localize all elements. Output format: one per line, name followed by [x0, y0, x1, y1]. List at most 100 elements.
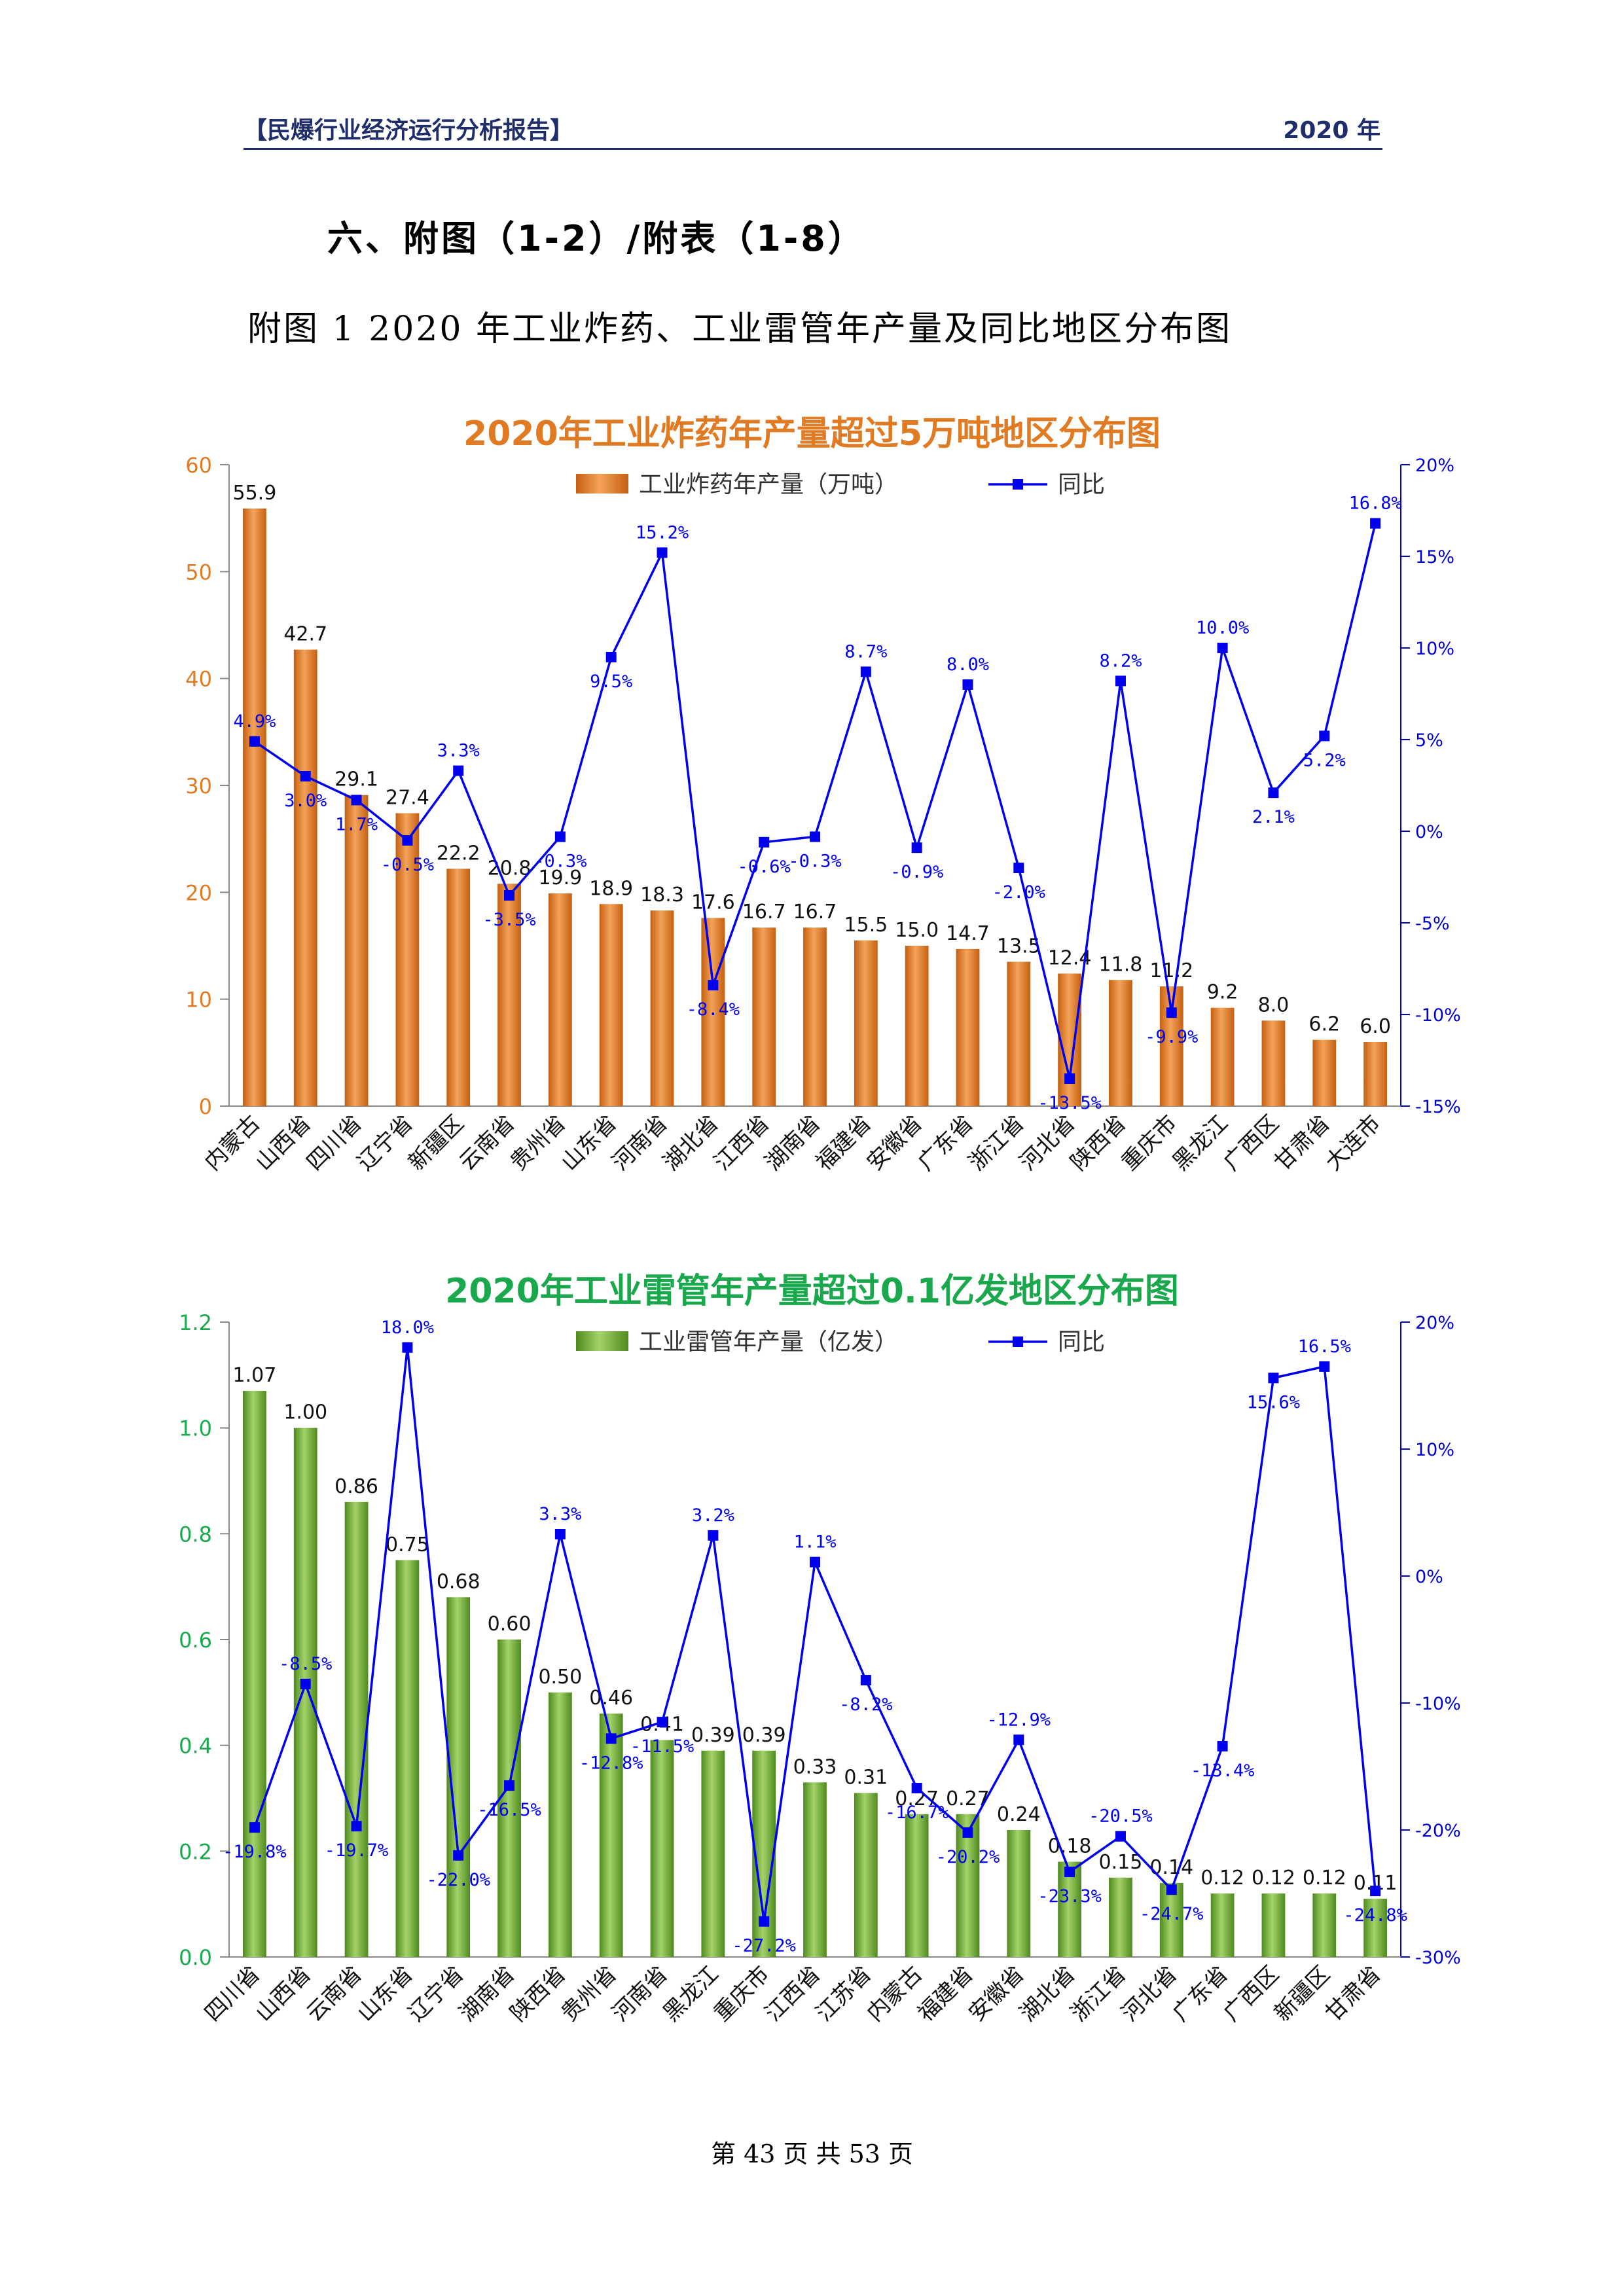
yoy-value-label: 16.5%: [1298, 1336, 1351, 1357]
yoy-value-label: 8.2%: [1099, 651, 1142, 671]
bar: [1159, 1882, 1183, 1957]
category-label: 辽宁省: [403, 1961, 469, 2026]
bar: [1058, 973, 1082, 1106]
right-tick-label: 10%: [1415, 1440, 1454, 1460]
bar: [854, 940, 878, 1106]
legend-bar-swatch: [576, 1331, 628, 1351]
explosives-chart: 0 10 20 30 40 50 60 -15% -10% -5% 0% 5% 10% 15% 20% 55.…: [185, 453, 1461, 1175]
yoy-marker: [1166, 1884, 1177, 1895]
yoy-value-label: 1.1%: [793, 1532, 836, 1552]
bar: [1261, 1893, 1286, 1957]
yoy-marker: [1064, 1073, 1075, 1084]
legend-bar-label: 工业雷管年产量（亿发）: [639, 1329, 898, 1355]
yoy-value-label: 1.7%: [335, 814, 378, 834]
right-tick-label: 20%: [1415, 456, 1454, 476]
right-tick-label: -10%: [1415, 1694, 1461, 1714]
category-label: 四川省: [302, 1110, 367, 1175]
right-tick-label: -10%: [1415, 1005, 1461, 1026]
category-label: 贵州省: [505, 1110, 571, 1175]
bar-value-label: 8.0: [1258, 994, 1290, 1016]
bar: [1109, 1877, 1132, 1957]
yoy-marker: [860, 1675, 871, 1686]
bar-value-label: 0.50: [538, 1666, 582, 1689]
bar: [1312, 1893, 1337, 1957]
yoy-marker: [759, 836, 770, 848]
category-label: 河南省: [607, 1961, 672, 2026]
right-tick-label: 15%: [1415, 547, 1454, 567]
yoy-value-label: -27.2%: [732, 1936, 796, 1956]
category-label: 内蒙古: [200, 1110, 265, 1175]
yoy-marker: [554, 1528, 566, 1539]
category-label: 湖北省: [658, 1110, 723, 1175]
yoy-marker: [453, 765, 464, 776]
yoy-value-label: -19.8%: [223, 1842, 287, 1862]
left-tick-label: 50: [185, 560, 212, 584]
yoy-value-label: 3.0%: [284, 791, 327, 811]
bar: [1109, 980, 1132, 1106]
bar: [1210, 1007, 1235, 1106]
yoy-marker: [1268, 1372, 1279, 1384]
category-label: 黑龙江: [1168, 1110, 1233, 1175]
page-footer: 第 43 页 共 53 页: [710, 2140, 914, 2168]
bar: [650, 910, 674, 1106]
yoy-value-label: 16.8%: [1348, 493, 1401, 514]
left-tick-label: 40: [185, 667, 212, 692]
right-tick-label: 20%: [1415, 1313, 1454, 1333]
category-label: 江西省: [760, 1961, 825, 2026]
bar: [395, 813, 420, 1106]
left-tick-label: 1.2: [179, 1310, 212, 1335]
bar-value-label: 0.33: [793, 1755, 837, 1778]
category-label: 四川省: [200, 1961, 265, 2026]
chart2-title: 2020年工业雷管年产量超过0.1亿发地区分布图: [445, 1272, 1179, 1311]
bar-value-label: 29.1: [334, 768, 378, 791]
yoy-marker: [860, 666, 871, 677]
category-label: 江苏省: [811, 1961, 876, 2026]
yoy-marker: [759, 1916, 770, 1927]
bar: [701, 1750, 725, 1957]
bar-value-label: 19.9: [538, 867, 582, 889]
bar-value-label: 1.07: [233, 1364, 277, 1387]
bar-value-label: 1.00: [283, 1401, 327, 1424]
category-label: 辽宁省: [352, 1110, 418, 1175]
category-label: 内蒙古: [862, 1961, 928, 2026]
yoy-marker: [1217, 1740, 1228, 1751]
yoy-marker: [1370, 1886, 1381, 1897]
bar: [497, 1640, 521, 1957]
left-tick-label: 30: [185, 774, 212, 798]
yoy-value-label: -0.9%: [890, 862, 943, 882]
bar: [1261, 1020, 1286, 1106]
bar: [905, 946, 929, 1106]
left-tick-label: 1.0: [179, 1416, 212, 1441]
bar-value-label: 0.12: [1252, 1867, 1295, 1890]
category-label: 重庆市: [1117, 1110, 1182, 1175]
category-label: 河北省: [1117, 1961, 1182, 2026]
yoy-marker: [708, 980, 719, 991]
category-label: 贵州省: [556, 1961, 622, 2026]
legend-line-marker: [1013, 479, 1023, 490]
yoy-marker: [402, 1342, 413, 1353]
bar: [803, 1782, 827, 1957]
yoy-value-label: 10.0%: [1196, 618, 1249, 638]
category-label: 山东省: [352, 1961, 418, 2026]
bar: [1363, 1899, 1387, 1957]
bar: [243, 1391, 266, 1957]
yoy-marker: [1115, 1831, 1126, 1842]
bar-value-label: 0.86: [334, 1475, 378, 1498]
right-tick-label: 0%: [1415, 1567, 1443, 1587]
category-label: 安徽省: [862, 1110, 928, 1175]
bar: [446, 869, 471, 1106]
yoy-value-label: -12.9%: [987, 1710, 1051, 1730]
bar: [344, 1501, 369, 1957]
yoy-value-label: -13.5%: [1038, 1093, 1102, 1113]
category-label: 甘肃省: [1269, 1110, 1335, 1175]
yoy-value-label: 4.9%: [233, 711, 276, 732]
left-tick-label: 0.2: [179, 1839, 212, 1864]
bar: [1007, 1830, 1031, 1957]
figure-caption: 附图 1 2020 年工业炸药、工业雷管年产量及同比地区分布图: [247, 310, 1233, 349]
yoy-marker: [1217, 643, 1228, 653]
yoy-value-label: -24.8%: [1343, 1905, 1407, 1926]
yoy-value-label: -0.3%: [788, 851, 841, 871]
yoy-marker: [605, 1733, 617, 1744]
category-label: 广东省: [1168, 1961, 1233, 2026]
bar-value-label: 6.0: [1360, 1015, 1391, 1038]
